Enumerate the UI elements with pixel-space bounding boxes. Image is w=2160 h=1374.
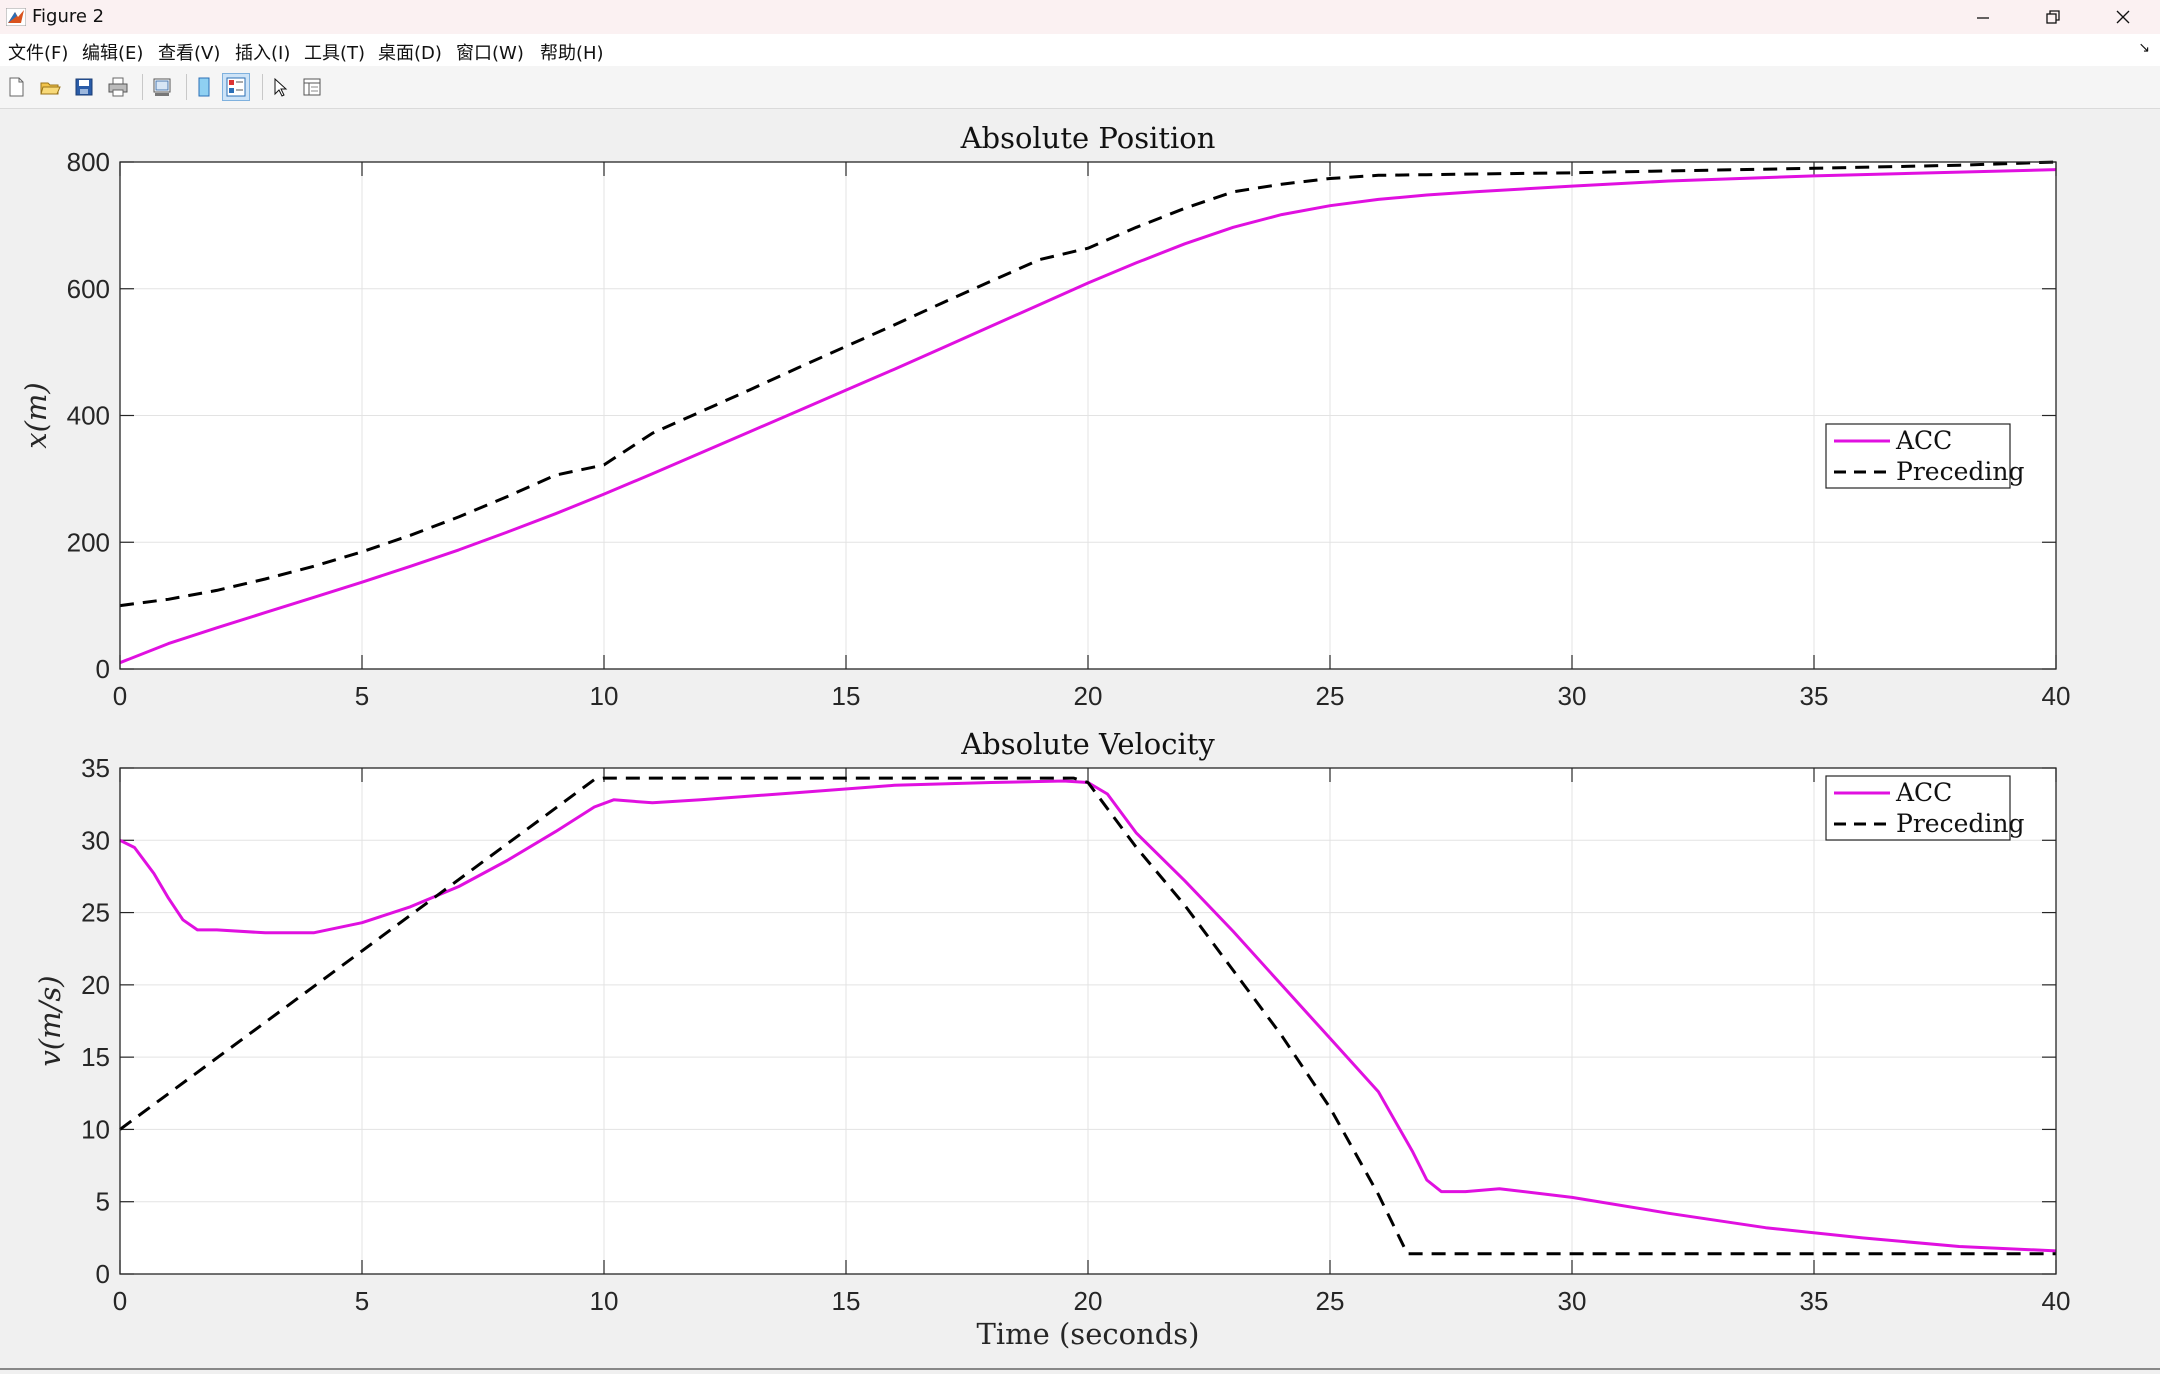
save-button[interactable] — [70, 73, 98, 101]
y-tick-label: 5 — [96, 1187, 110, 1217]
show-plot-tools-button[interactable] — [222, 73, 250, 101]
series-line-preceding — [119, 776, 2056, 1256]
legend-box — [1825, 423, 2011, 489]
x-tick-label: 20 — [1074, 1286, 1103, 1316]
window-bottom-border — [0, 1368, 2160, 1370]
hide-plot-tools-icon — [198, 77, 210, 97]
figure-canvas: 0 5 10 15 20 25 30 35 40 0 200 400 600 800 Absolute Po… — [0, 108, 2160, 1370]
y-tick-label: 200 — [67, 527, 110, 557]
minimize-icon — [1977, 17, 1989, 19]
matlab-logo-icon — [6, 8, 26, 26]
chart-title: Absolute Velocity — [960, 727, 1215, 761]
edit-plot-button[interactable] — [266, 73, 294, 101]
x-tick-label: 10 — [590, 681, 619, 711]
legend-label-preceding: Preceding — [1896, 457, 2024, 486]
axes-border — [119, 767, 2057, 1275]
hide-plot-tools-button[interactable] — [190, 73, 218, 101]
restore-button[interactable] — [2018, 0, 2088, 34]
x-tick-label: 35 — [1800, 681, 1829, 711]
x-tick-label: 25 — [1316, 681, 1345, 711]
menu-edit[interactable]: 编辑(E) — [82, 43, 144, 64]
y-tick-label: 20 — [81, 970, 110, 1000]
edit-plot-icon — [274, 77, 288, 97]
dock-arrow-icon[interactable]: ↘ — [2138, 40, 2150, 56]
x-tick-label: 25 — [1316, 1286, 1345, 1316]
legend-label-preceding: Preceding — [1896, 809, 2024, 838]
y-tick-label: 0 — [96, 1259, 110, 1289]
y-tick-label: 25 — [81, 898, 110, 928]
close-icon — [2116, 10, 2130, 24]
x-tick-label: 30 — [1558, 1286, 1587, 1316]
y-tick-label: 15 — [81, 1042, 110, 1072]
x-axis-label: Time (seconds) — [977, 1317, 1200, 1351]
x-tick-label: 10 — [590, 1286, 619, 1316]
y-tick-label: 35 — [81, 753, 110, 783]
minimize-button[interactable] — [1948, 0, 2018, 34]
series-line-acc — [119, 168, 2057, 665]
y-axis-label: v(m/s) — [33, 975, 67, 1066]
close-button[interactable] — [2088, 0, 2158, 34]
window-title: Figure 2 — [32, 6, 105, 27]
x-tick-label: 30 — [1558, 681, 1587, 711]
legend-label-acc: ACC — [1895, 778, 1952, 807]
y-axis-label: x(m) — [19, 382, 53, 448]
open-file-icon — [40, 82, 61, 95]
menu-insert[interactable]: 插入(I) — [235, 43, 291, 64]
chart-title: Absolute Position — [960, 121, 1216, 155]
x-tick-label: 35 — [1800, 1286, 1829, 1316]
x-tick-label: 15 — [832, 1286, 861, 1316]
menu-window[interactable]: 窗口(W) — [456, 43, 524, 64]
legend-box — [1825, 775, 2011, 841]
x-tick-label: 5 — [355, 681, 369, 711]
menu-desktop[interactable]: 桌面(D) — [378, 43, 442, 64]
y-tick-label: 30 — [81, 825, 110, 855]
link-plot-button[interactable] — [148, 73, 176, 101]
save-icon — [75, 78, 93, 96]
menu-file[interactable]: 文件(F) — [8, 43, 69, 64]
figure-toolbar — [0, 66, 2160, 109]
print-icon — [108, 77, 128, 97]
x-tick-label: 40 — [2042, 681, 2071, 711]
y-tick-label: 800 — [67, 147, 110, 177]
x-tick-label: 0 — [113, 1286, 127, 1316]
show-plot-tools-icon — [226, 77, 246, 97]
x-tick-label: 5 — [355, 1286, 369, 1316]
menu-view[interactable]: 查看(V) — [158, 43, 221, 64]
property-inspector-icon — [303, 78, 321, 96]
y-tick-label: 10 — [81, 1114, 110, 1144]
y-tick-label: 400 — [67, 401, 110, 431]
menu-tools[interactable]: 工具(T) — [304, 43, 366, 64]
x-tick-label: 20 — [1074, 681, 1103, 711]
restore-icon — [2046, 10, 2060, 24]
menu-bar: 文件(F) 编辑(E) 查看(V) 插入(I) 工具(T) 桌面(D) 窗口(W… — [0, 34, 2160, 66]
axes-border — [119, 161, 2057, 670]
series-line-acc — [119, 779, 2057, 1253]
title-bar: Figure 2 — [0, 0, 2160, 34]
link-plot-icon — [153, 78, 171, 96]
y-tick-label: 0 — [96, 654, 110, 684]
axes-2: 0 5 10 15 20 25 30 35 40 0 5 10 15 20 25 30 35 Absolute V… — [33, 727, 2070, 1351]
print-button[interactable] — [104, 73, 132, 101]
x-tick-label: 40 — [2042, 1286, 2071, 1316]
new-figure-button[interactable] — [2, 73, 30, 101]
x-tick-label: 0 — [113, 681, 127, 711]
new-figure-icon — [9, 77, 24, 97]
open-file-button[interactable] — [36, 73, 64, 101]
y-tick-label: 600 — [67, 274, 110, 304]
x-tick-label: 15 — [832, 681, 861, 711]
menu-help[interactable]: 帮助(H) — [540, 43, 604, 64]
property-inspector-button[interactable] — [298, 73, 326, 101]
series-line-preceding — [119, 160, 2057, 608]
legend-label-acc: ACC — [1895, 426, 1952, 455]
